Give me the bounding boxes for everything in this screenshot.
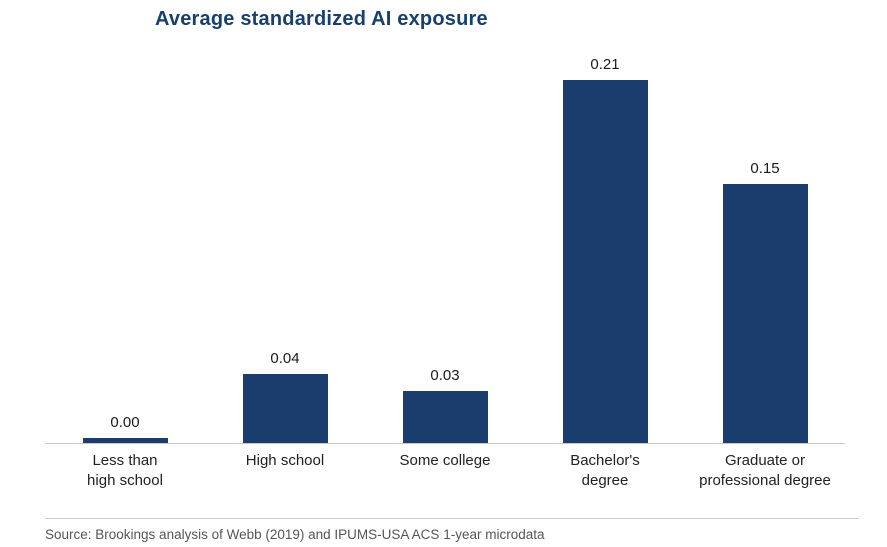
category-axis: Less than high school High school Some col… [45,451,845,492]
bar-group: 0.15 [690,160,840,443]
bar-value-label: 0.00 [110,414,140,431]
bar [242,374,328,443]
bar-value-label: 0.15 [750,160,780,177]
bar-group: 0.00 [50,414,200,443]
bar-group: 0.03 [370,367,520,443]
category-label: High school [245,452,325,469]
bar-value-label: 0.21 [590,56,620,73]
source-note: Source: Brookings analysis of Webb (2019… [45,518,859,542]
plot-area: 0.00 0.04 0.03 0.21 0.15 [45,50,845,444]
category-label: Bachelor's degree [570,452,640,490]
category-label: Less than high school [87,452,163,490]
chart-title: Average standardized AI exposure [155,8,488,30]
bar [82,438,168,443]
bar [402,391,488,443]
bar-value-label: 0.04 [270,350,300,367]
category-label: Some college [399,452,491,469]
bar-value-label: 0.03 [430,367,460,384]
bar [722,184,808,443]
category-label: Graduate or professional degree [699,452,831,490]
bar-group: 0.21 [530,56,680,443]
bar-group: 0.04 [210,350,360,443]
bar [562,80,648,443]
